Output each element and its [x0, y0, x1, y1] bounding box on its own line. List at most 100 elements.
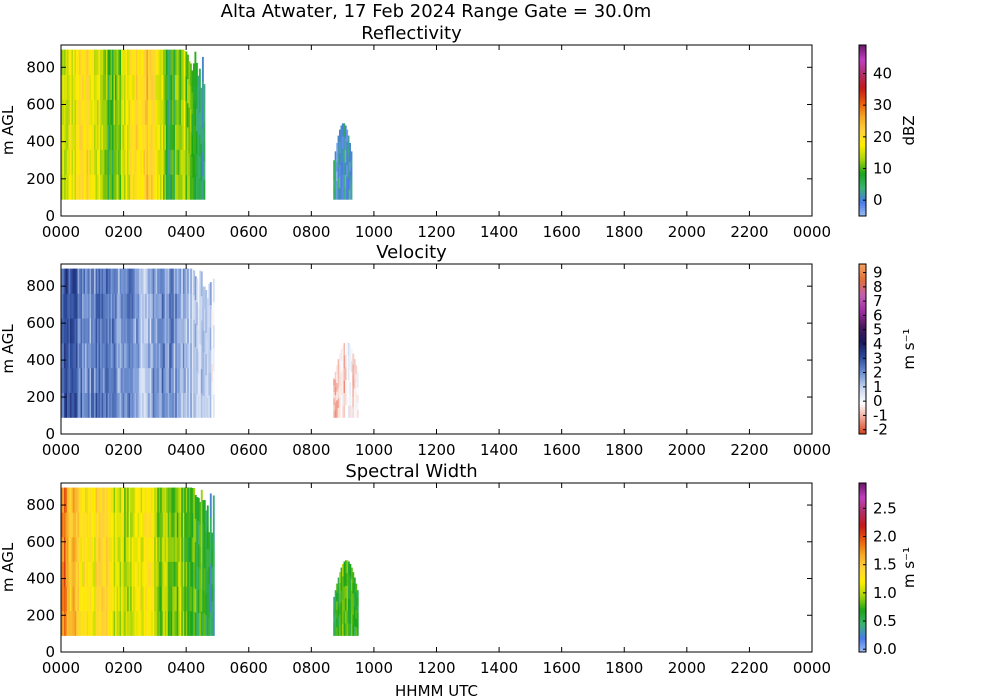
data-cell — [128, 149, 131, 175]
data-cell — [139, 367, 142, 393]
data-cell — [196, 278, 199, 303]
data-cell — [81, 49, 84, 75]
data-cell — [164, 392, 167, 418]
data-cell — [98, 561, 101, 587]
colorbar-step — [859, 281, 866, 284]
data-cell — [141, 174, 144, 200]
data-cell — [80, 561, 83, 587]
colorbar-step — [859, 186, 866, 189]
panel-title: Reflectivity — [361, 23, 462, 44]
data-cell — [197, 178, 200, 200]
y-tick-label: 0 — [45, 207, 55, 225]
data-cell — [141, 149, 144, 175]
data-cell — [144, 124, 147, 150]
data-cell — [355, 592, 358, 602]
data-cell — [124, 342, 127, 369]
data-cell — [104, 49, 107, 75]
colorbar-step — [859, 334, 866, 337]
data-cell — [195, 131, 198, 155]
data-cell — [206, 613, 209, 636]
data-cell — [149, 342, 152, 369]
colorbar-step — [859, 295, 866, 299]
data-cell — [125, 586, 128, 612]
data-cell — [205, 353, 208, 376]
colorbar-step — [859, 329, 866, 333]
data-cell — [83, 268, 86, 294]
data-cell — [110, 124, 113, 150]
data-cell — [74, 561, 77, 587]
data-cell — [155, 293, 158, 319]
data-cell — [166, 512, 169, 538]
data-cell — [343, 343, 346, 356]
data-cell — [101, 392, 104, 418]
data-cell — [112, 512, 115, 538]
data-cell — [125, 268, 128, 294]
data-cell — [337, 397, 340, 409]
colorbar-step — [859, 119, 866, 123]
data-cell — [167, 512, 170, 538]
data-cell — [125, 392, 128, 418]
data-cell — [339, 385, 341, 397]
colorbar-step — [859, 198, 866, 202]
data-cell — [121, 293, 124, 319]
data-cell — [92, 49, 95, 75]
data-cell — [103, 392, 105, 418]
data-cell — [339, 572, 341, 584]
data-cell — [208, 395, 211, 418]
colorbar-step — [859, 47, 866, 50]
data-cell — [67, 99, 69, 125]
colorbar-step — [859, 306, 866, 310]
data-cell — [192, 108, 195, 132]
data-cell — [155, 174, 158, 200]
data-cell — [87, 124, 90, 150]
colorbar-label: m s⁻¹ — [900, 547, 918, 588]
data-cell — [110, 367, 113, 393]
data-cell — [132, 49, 135, 75]
data-cell — [168, 149, 171, 175]
data-cell — [344, 137, 347, 151]
data-cell — [163, 293, 166, 319]
data-cell — [79, 293, 81, 319]
colorbar-step — [859, 516, 866, 520]
colorbar-step — [859, 211, 866, 215]
data-cell — [127, 561, 130, 587]
colorbar-step — [859, 79, 866, 82]
data-cell — [196, 347, 199, 372]
data-cell — [337, 378, 340, 389]
colorbar-step — [859, 544, 866, 547]
data-cell — [71, 610, 74, 636]
data-cell — [131, 74, 134, 100]
data-cell — [179, 487, 182, 513]
colorbar-step — [859, 302, 866, 305]
data-cell — [203, 522, 206, 546]
data-cell — [353, 378, 356, 389]
data-cell — [137, 149, 140, 175]
data-cell — [346, 585, 349, 599]
data-cell — [82, 487, 84, 513]
data-cell — [121, 536, 124, 562]
data-cell — [128, 610, 131, 636]
data-cell — [211, 345, 214, 364]
data-cell — [333, 186, 336, 194]
data-cell — [126, 49, 129, 75]
data-cell — [107, 124, 110, 150]
data-cell — [161, 586, 164, 612]
data-cell — [181, 487, 184, 513]
data-cell — [350, 590, 353, 602]
data-cell — [346, 164, 349, 177]
data-cell — [94, 268, 96, 294]
data-cell — [345, 622, 347, 636]
data-cell — [341, 186, 344, 200]
data-cell — [131, 586, 134, 612]
data-cell — [206, 505, 209, 528]
data-cell — [108, 124, 111, 150]
data-cell — [342, 587, 344, 601]
data-cell — [122, 293, 125, 319]
data-cell — [350, 159, 353, 168]
data-cell — [83, 74, 86, 100]
colorbar-step — [859, 489, 866, 492]
data-cell — [76, 342, 78, 369]
data-cell — [148, 318, 151, 344]
colorbar-step — [859, 429, 866, 433]
